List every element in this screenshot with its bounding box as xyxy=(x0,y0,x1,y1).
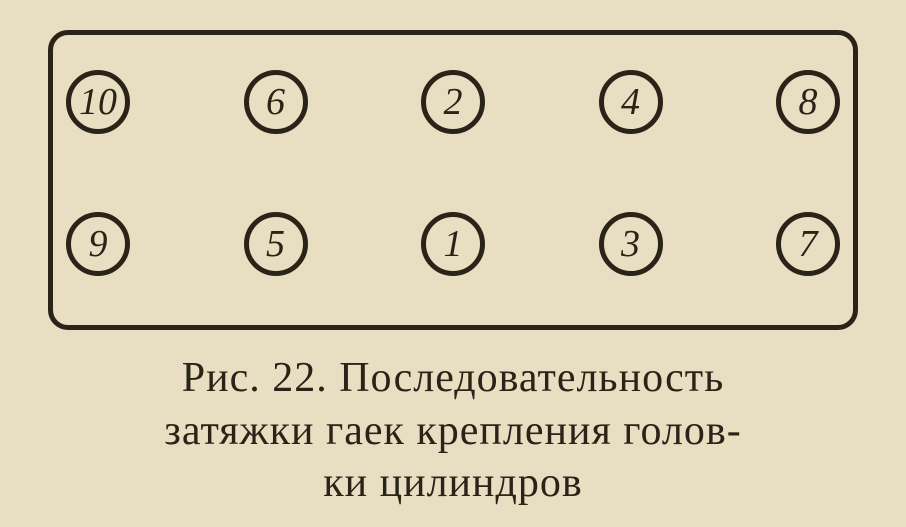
bolt-circle: 3 xyxy=(599,212,663,276)
bolt-circle: 10 xyxy=(66,70,130,134)
figure-caption: Рис. 22. Последовательность затяжки гаек… xyxy=(38,352,868,510)
bolt-circle: 8 xyxy=(776,70,840,134)
bolt-row-top: 10 6 2 4 8 xyxy=(48,70,858,134)
bolt-circle: 4 xyxy=(599,70,663,134)
bolt-row-bottom: 9 5 1 3 7 xyxy=(48,212,858,276)
bolt-circle: 5 xyxy=(244,212,308,276)
caption-line-3: ки цилиндров xyxy=(38,457,868,510)
caption-line-1: Рис. 22. Последовательность xyxy=(38,352,868,405)
bolt-circle: 1 xyxy=(421,212,485,276)
bolt-circle: 6 xyxy=(244,70,308,134)
bolt-circle: 7 xyxy=(776,212,840,276)
torque-sequence-diagram: 10 6 2 4 8 9 5 1 3 7 xyxy=(48,30,858,330)
bolt-circle: 9 xyxy=(66,212,130,276)
bolt-circle: 2 xyxy=(421,70,485,134)
caption-line-2: затяжки гаек крепления голов- xyxy=(38,405,868,458)
